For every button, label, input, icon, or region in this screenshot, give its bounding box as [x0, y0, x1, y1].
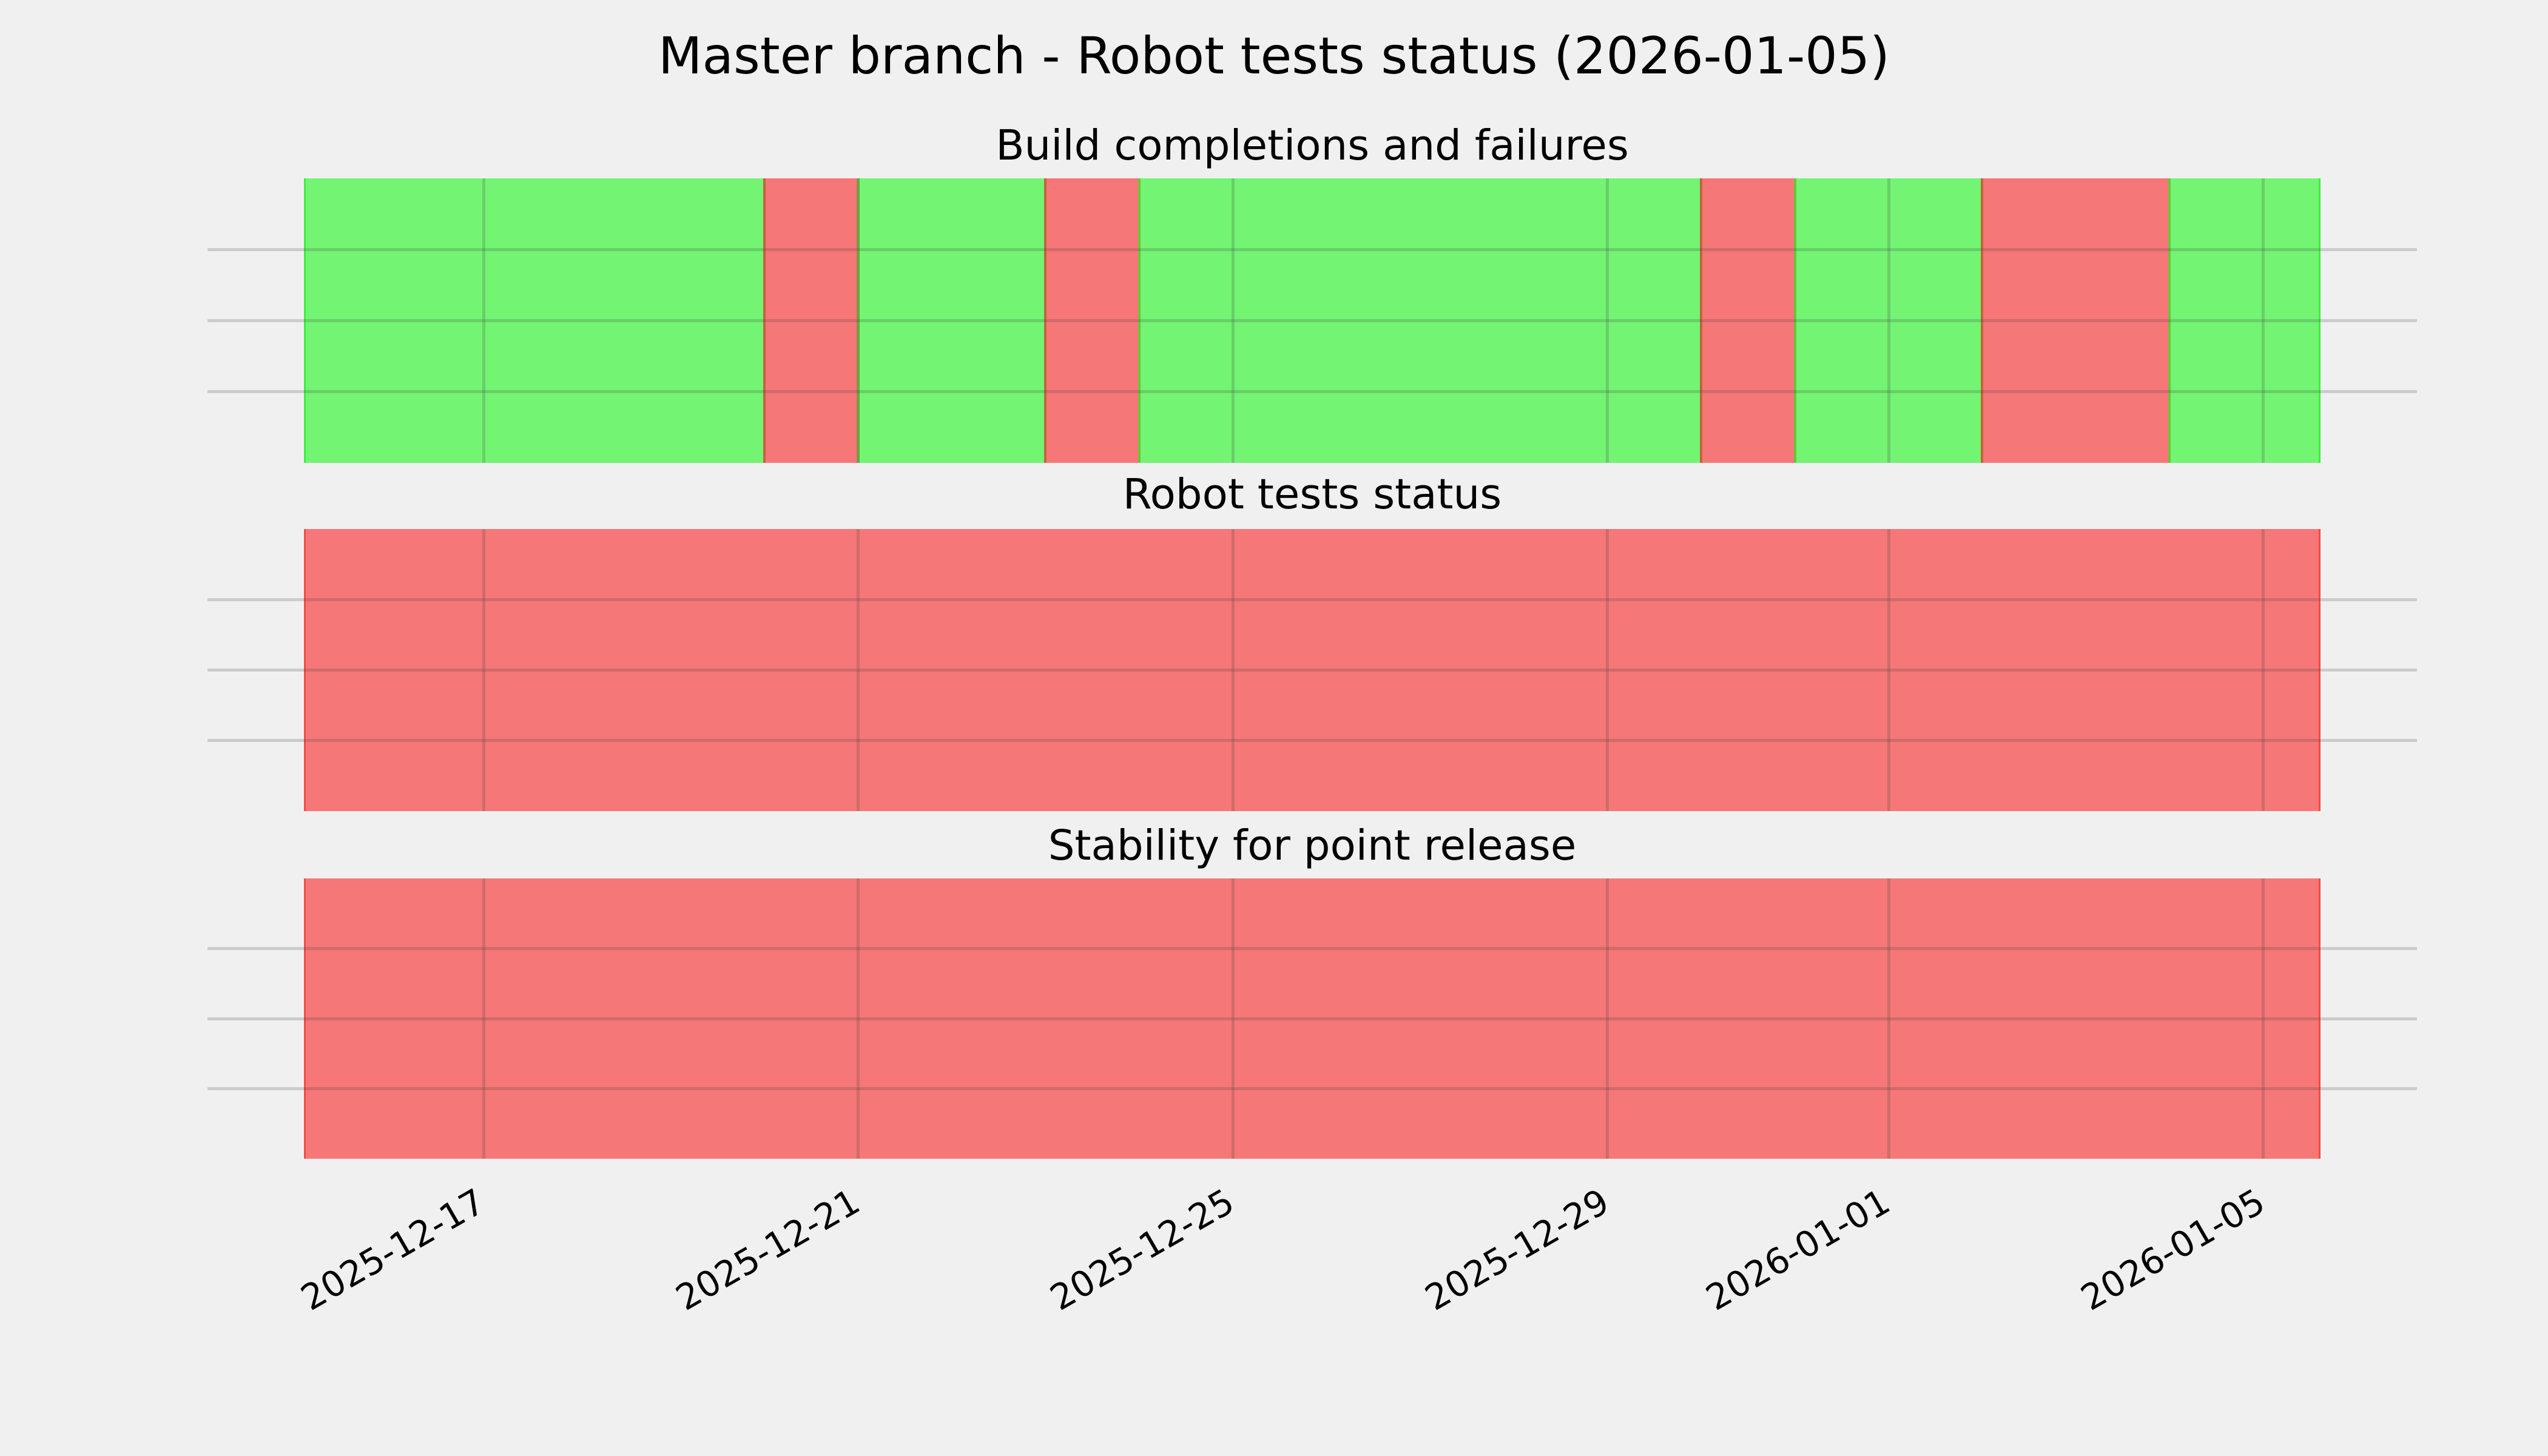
h-gridline [207, 1087, 2417, 1090]
status-segment-pass [858, 178, 1046, 463]
h-gridline [207, 669, 2417, 672]
segment-seam [1700, 178, 1703, 463]
x-tick-label: 2025-12-17 [294, 1181, 492, 1319]
segment-seam [2168, 178, 2171, 463]
segment-seam [1793, 178, 1796, 463]
x-tick-label: 2025-12-29 [1418, 1181, 1616, 1319]
h-gridline [207, 739, 2417, 743]
h-gridline [207, 598, 2417, 601]
subplot-title-build-completions: Build completions and failures [996, 121, 1629, 170]
v-gridline [1606, 878, 1609, 1159]
h-gridline [207, 248, 2417, 251]
plot-area-stability [207, 878, 2417, 1159]
v-gridline [857, 529, 860, 811]
segment-seam [857, 178, 860, 463]
v-gridline [2262, 878, 2265, 1159]
v-gridline [1231, 178, 1235, 463]
v-gridline [1606, 178, 1609, 463]
status-segment-fail [1982, 178, 2170, 463]
status-segment-fail [1701, 178, 1795, 463]
band-edge [2318, 529, 2320, 811]
v-gridline [1231, 529, 1235, 811]
x-tick-label: 2025-12-21 [669, 1181, 867, 1319]
status-segment-pass [1795, 178, 1983, 463]
status-segment-pass [2169, 178, 2320, 463]
segment-seam [1044, 178, 1047, 463]
v-gridline [482, 529, 485, 811]
v-gridline [1887, 878, 1890, 1159]
v-gridline [1606, 529, 1609, 811]
h-gridline [207, 1017, 2417, 1020]
band-edge [304, 178, 306, 463]
v-gridline [2262, 178, 2265, 463]
band-edge [304, 878, 306, 1159]
plot-area-build-completions [207, 178, 2417, 463]
v-gridline [1887, 178, 1890, 463]
v-gridline [857, 178, 860, 463]
status-segment-fail [304, 878, 2320, 1159]
segment-seam [763, 178, 766, 463]
figure-title: Master branch - Robot tests status (2026… [658, 26, 1890, 86]
status-segment-fail [764, 178, 858, 463]
band-edge [304, 529, 306, 811]
v-gridline [482, 878, 485, 1159]
status-segment-fail [304, 529, 2320, 811]
v-gridline [2262, 529, 2265, 811]
plot-area-robot-tests [207, 529, 2417, 811]
x-tick-label: 2026-01-05 [2074, 1181, 2272, 1319]
h-gridline [207, 947, 2417, 950]
v-gridline [1887, 529, 1890, 811]
x-tick-label: 2026-01-01 [1699, 1181, 1897, 1319]
segment-seam [1138, 178, 1141, 463]
segment-seam [1981, 178, 1984, 463]
subplot-title-stability: Stability for point release [1048, 821, 1577, 870]
band-edge [2318, 878, 2320, 1159]
h-gridline [207, 390, 2417, 394]
v-gridline [482, 178, 485, 463]
status-segment-pass [1139, 178, 1702, 463]
x-tick-label: 2025-12-25 [1043, 1181, 1241, 1319]
v-gridline [857, 878, 860, 1159]
status-segment-pass [304, 178, 765, 463]
subplot-title-robot-tests: Robot tests status [1122, 470, 1502, 519]
v-gridline [1231, 878, 1235, 1159]
band-edge [2318, 178, 2320, 463]
h-gridline [207, 319, 2417, 322]
status-segment-fail [1045, 178, 1139, 463]
